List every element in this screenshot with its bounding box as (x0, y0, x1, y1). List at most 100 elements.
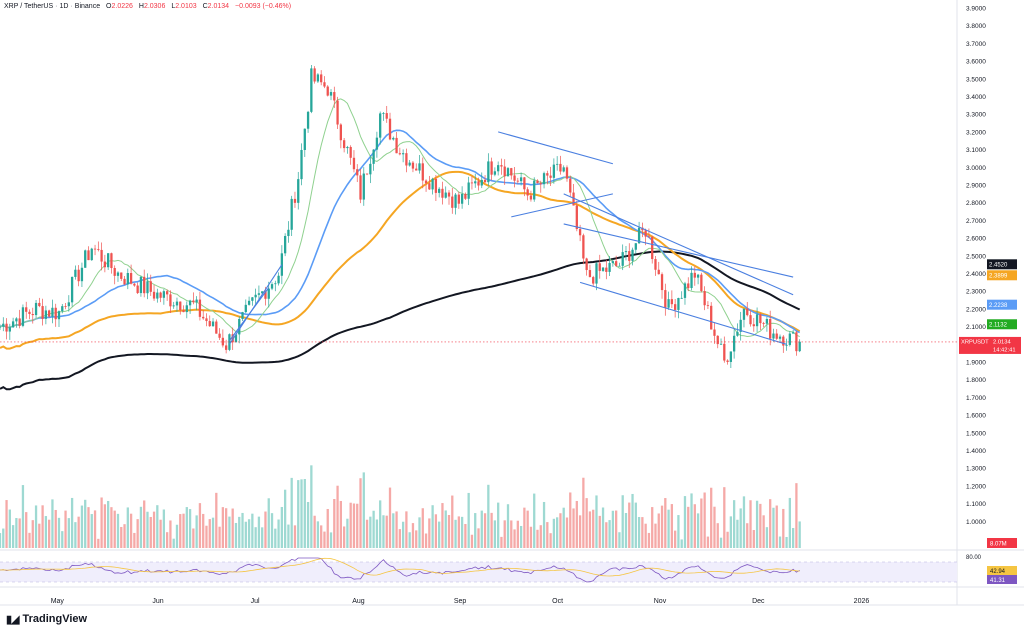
candle (601, 267, 605, 271)
candle (388, 118, 392, 140)
volume-bar (644, 523, 647, 548)
symbol-name[interactable]: XRP / TetherUS (4, 3, 54, 10)
candle (460, 193, 464, 204)
y-tick-label: 1.7000 (966, 395, 986, 402)
candle (369, 163, 372, 175)
volume-bar (287, 524, 290, 548)
candle (703, 291, 706, 306)
y-tick-label: 1.0000 (966, 519, 986, 526)
volume-bar (716, 523, 719, 548)
candle (175, 301, 179, 306)
candle (480, 179, 483, 186)
candle (375, 137, 379, 150)
y-tick-label: 1.5000 (966, 430, 986, 437)
y-tick-label: 3.6000 (966, 59, 986, 66)
candle (513, 175, 516, 181)
candle (474, 181, 477, 184)
volume-bar (500, 536, 503, 548)
volume-bar (261, 527, 264, 548)
volume-bar (788, 497, 791, 548)
volume-bar (362, 472, 365, 548)
volume-bar (647, 532, 651, 548)
candle (588, 270, 592, 278)
volume-bar (385, 515, 388, 548)
volume-bar (634, 502, 637, 548)
volume-bar (211, 517, 215, 548)
volume-bar (205, 525, 208, 548)
volume-bar (565, 517, 569, 548)
volume-bar (270, 513, 274, 548)
volume-bar (736, 519, 739, 548)
candle (195, 299, 198, 303)
volume-bar (769, 499, 772, 548)
volume-bar (149, 516, 152, 548)
volume-bar (506, 504, 510, 548)
candle (487, 161, 490, 183)
volume-bar (129, 513, 133, 548)
candle (657, 269, 660, 275)
volume-bar (320, 525, 323, 548)
volume-bar (690, 493, 693, 548)
y-tick-label: 2.4000 (966, 271, 986, 278)
volume-bar (654, 523, 657, 548)
candle (385, 113, 388, 119)
volume-bar (693, 504, 696, 548)
candle (398, 153, 401, 155)
volume-bar (346, 518, 349, 548)
candle (159, 292, 162, 298)
trendline (563, 193, 794, 296)
candle (618, 265, 621, 267)
volume-bar (791, 527, 795, 548)
ma-value-tag (987, 270, 1017, 281)
y-tick-label: 2.1000 (966, 324, 986, 331)
volume-bar (687, 506, 690, 548)
volume-bar (415, 530, 418, 548)
volume-bar (729, 516, 733, 548)
candle (162, 291, 166, 298)
volume-bar (244, 521, 247, 548)
candle (316, 74, 320, 82)
candle (113, 268, 116, 276)
candle (434, 178, 438, 193)
volume-bar (516, 520, 519, 548)
candle (179, 301, 182, 311)
volume-bar (392, 513, 395, 548)
volume-bar (107, 500, 110, 548)
candle (628, 251, 631, 261)
volume-bar (706, 536, 710, 548)
y-tick-label: 3.2000 (966, 129, 986, 136)
candle (598, 263, 601, 271)
volume-bar (480, 510, 483, 548)
candle (208, 321, 211, 327)
candle (759, 314, 762, 324)
volume-bar (185, 507, 188, 548)
volume-bar (775, 505, 778, 548)
candle (123, 278, 126, 285)
brand[interactable]: ▮◢ TradingView (6, 612, 87, 626)
candle (290, 198, 293, 230)
volume-bar (575, 500, 578, 548)
candle (418, 163, 421, 171)
candle (218, 333, 221, 338)
volume-bar (293, 525, 297, 548)
volume-bar (428, 518, 431, 548)
volume-bar (257, 516, 261, 548)
interval-label[interactable]: 1D (59, 3, 69, 10)
volume-bar (483, 513, 487, 548)
volume-bar (667, 509, 670, 548)
candle (224, 345, 228, 350)
volume-bar (382, 515, 385, 548)
volume-bar (169, 520, 172, 548)
candle (133, 283, 136, 286)
volume-bar (778, 536, 782, 548)
current-price-tag (959, 336, 1021, 354)
volume-bar (536, 529, 539, 548)
candle (67, 302, 70, 307)
volume-bar (582, 477, 585, 548)
candle (54, 307, 57, 320)
volume-bar (592, 509, 595, 548)
volume-bar (238, 516, 241, 548)
volume-bar (369, 516, 372, 548)
candle (139, 276, 143, 294)
